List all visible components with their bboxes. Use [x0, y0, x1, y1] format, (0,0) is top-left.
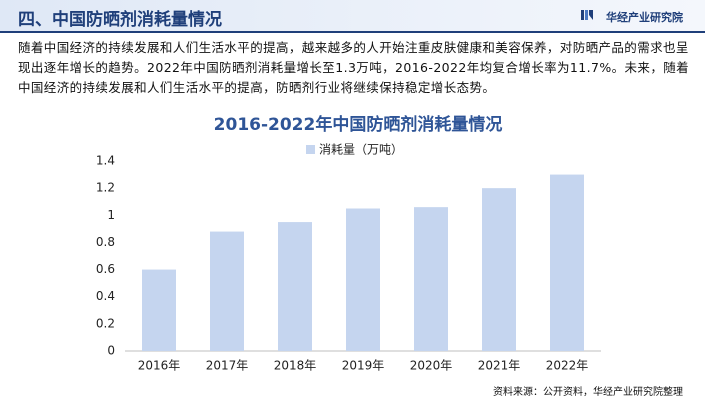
y-tick-label: 0.6: [96, 262, 115, 276]
y-tick-label: 0.4: [96, 289, 115, 303]
x-tick-label: 2021年: [478, 359, 521, 373]
source: 资料来源：公开资料，华经产业研究院整理: [493, 387, 683, 398]
legend-label: 消耗量（万吨）: [319, 143, 403, 157]
bar: [210, 231, 244, 351]
y-tick-label: 1.4: [96, 154, 115, 168]
paragraph: 随着中国经济的持续发展和人们生活水平的提高，越来越多的人开始注重皮肤健康和美容保…: [18, 40, 690, 95]
bar: [142, 269, 176, 351]
bar: [346, 208, 380, 351]
y-tick-label: 0.8: [96, 235, 115, 249]
bar: [550, 174, 584, 351]
y-tick-label: 1.2: [96, 181, 115, 195]
header: 四、中国防晒剂消耗量情况 华经产业研究院: [0, 0, 705, 33]
y-tick-label: 0.2: [96, 316, 115, 330]
brand: 华经产业研究院: [606, 11, 683, 24]
x-tick-label: 2018年: [274, 359, 317, 373]
chart-title: 2016-2022年中国防晒剂消耗量情况: [214, 114, 503, 135]
y-tick-label: 1: [107, 208, 115, 222]
header-title: 四、中国防晒剂消耗量情况: [18, 10, 222, 30]
x-tick-label: 2017年: [206, 359, 249, 373]
legend-swatch: [306, 145, 315, 154]
y-tick-label: 0: [107, 344, 115, 358]
bar: [414, 207, 448, 351]
x-tick-label: 2016年: [138, 359, 181, 373]
x-tick-label: 2020年: [410, 359, 453, 373]
x-tick-label: 2019年: [342, 359, 385, 373]
x-tick-label: 2022年: [546, 359, 589, 373]
bar: [482, 188, 516, 351]
brand-icon: [581, 10, 593, 20]
bar: [278, 222, 312, 351]
